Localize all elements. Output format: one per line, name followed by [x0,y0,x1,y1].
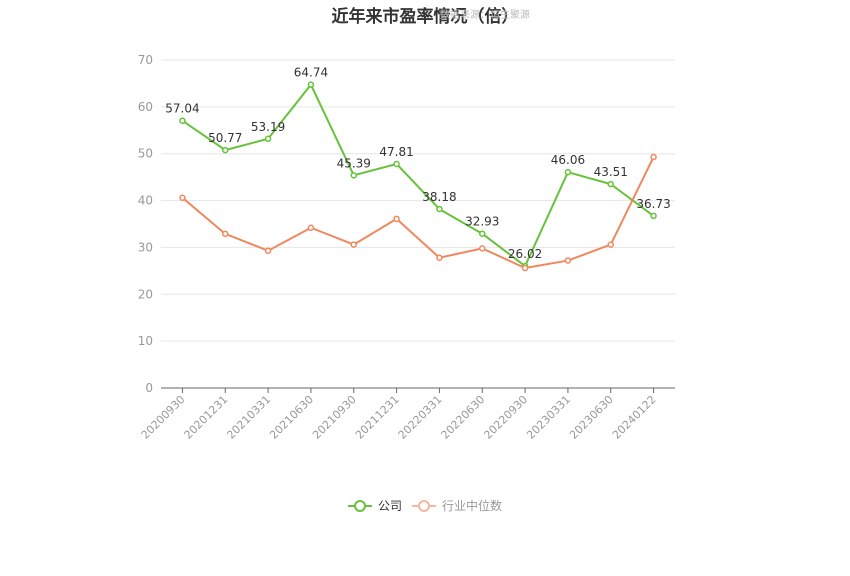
data-point [479,245,486,252]
data-point [350,241,357,248]
data-point [264,135,272,143]
data-point [179,117,186,124]
watermark: 数据来源：恒生聚源 [440,10,530,21]
y-tick-label: 20 [138,287,153,301]
x-tick-label: 20211231 [353,393,402,442]
chart-title: 近年来市盈率情况（倍） [331,7,519,27]
data-point [393,215,400,223]
data-label: 64.74 [294,66,328,80]
data-label: 53.19 [251,120,285,134]
data-point [479,230,486,237]
x-tick-label: 20210331 [224,393,273,442]
legend[interactable]: 公司 行业中位数 [348,498,502,513]
legend-label-0: 公司 [378,499,402,513]
x-tick-label: 20210630 [267,393,316,442]
data-label: 26.02 [508,247,542,261]
x-tick-label: 20230630 [567,393,616,442]
data-label: 43.51 [594,165,628,179]
x-tick-label: 20240122 [610,393,659,442]
data-point [436,254,443,261]
y-tick-label: 70 [138,53,153,67]
legend-marker-0 [354,500,366,512]
data-label: 32.93 [465,215,499,229]
data-label: 50.77 [208,131,242,145]
data-label: 57.04 [165,102,199,116]
data-point [650,212,657,220]
y-tick-label: 0 [145,381,153,395]
legend-label-1: 行业中位数 [442,498,502,513]
data-point [564,168,572,176]
data-point [607,180,614,188]
data-point [179,194,186,202]
data-labels: 57.04 50.77 53.19 64.74 45.39 47.81 38.18 32.93… [165,66,671,261]
legend-marker-1 [418,500,430,512]
series-lines [179,81,657,272]
data-point [521,264,529,272]
y-tick-label: 10 [138,334,153,348]
x-tick-label: 20201231 [182,393,231,442]
data-point [307,81,315,88]
x-tick-label: 20220331 [396,393,445,442]
grid-lines [161,59,675,342]
y-tick-label: 30 [138,240,153,254]
data-point [350,172,357,179]
y-tick-label: 50 [138,147,153,161]
series-line-0 [181,83,655,268]
data-point [222,230,229,238]
data-point [222,146,229,154]
data-label: 47.81 [379,145,413,159]
data-point [436,205,443,213]
x-tick-label: 20220930 [481,393,530,442]
x-tick-label: 20210930 [310,393,359,442]
y-tick-label: 40 [138,194,153,208]
series-line-1 [181,156,655,270]
x-tick-label: 20230331 [524,393,573,442]
x-tick-label: 20200930 [139,393,188,442]
data-label: 45.39 [337,156,371,170]
data-point [607,241,614,248]
x-tick-label: 20220630 [439,393,488,442]
data-point [307,224,315,231]
data-point [393,160,400,168]
y-tick-label: 60 [138,100,153,114]
data-point [650,153,657,161]
data-label: 46.06 [551,153,585,167]
data-point [564,257,572,264]
data-label: 36.73 [636,197,670,211]
data-label: 38.18 [422,190,456,204]
data-point [264,247,272,254]
